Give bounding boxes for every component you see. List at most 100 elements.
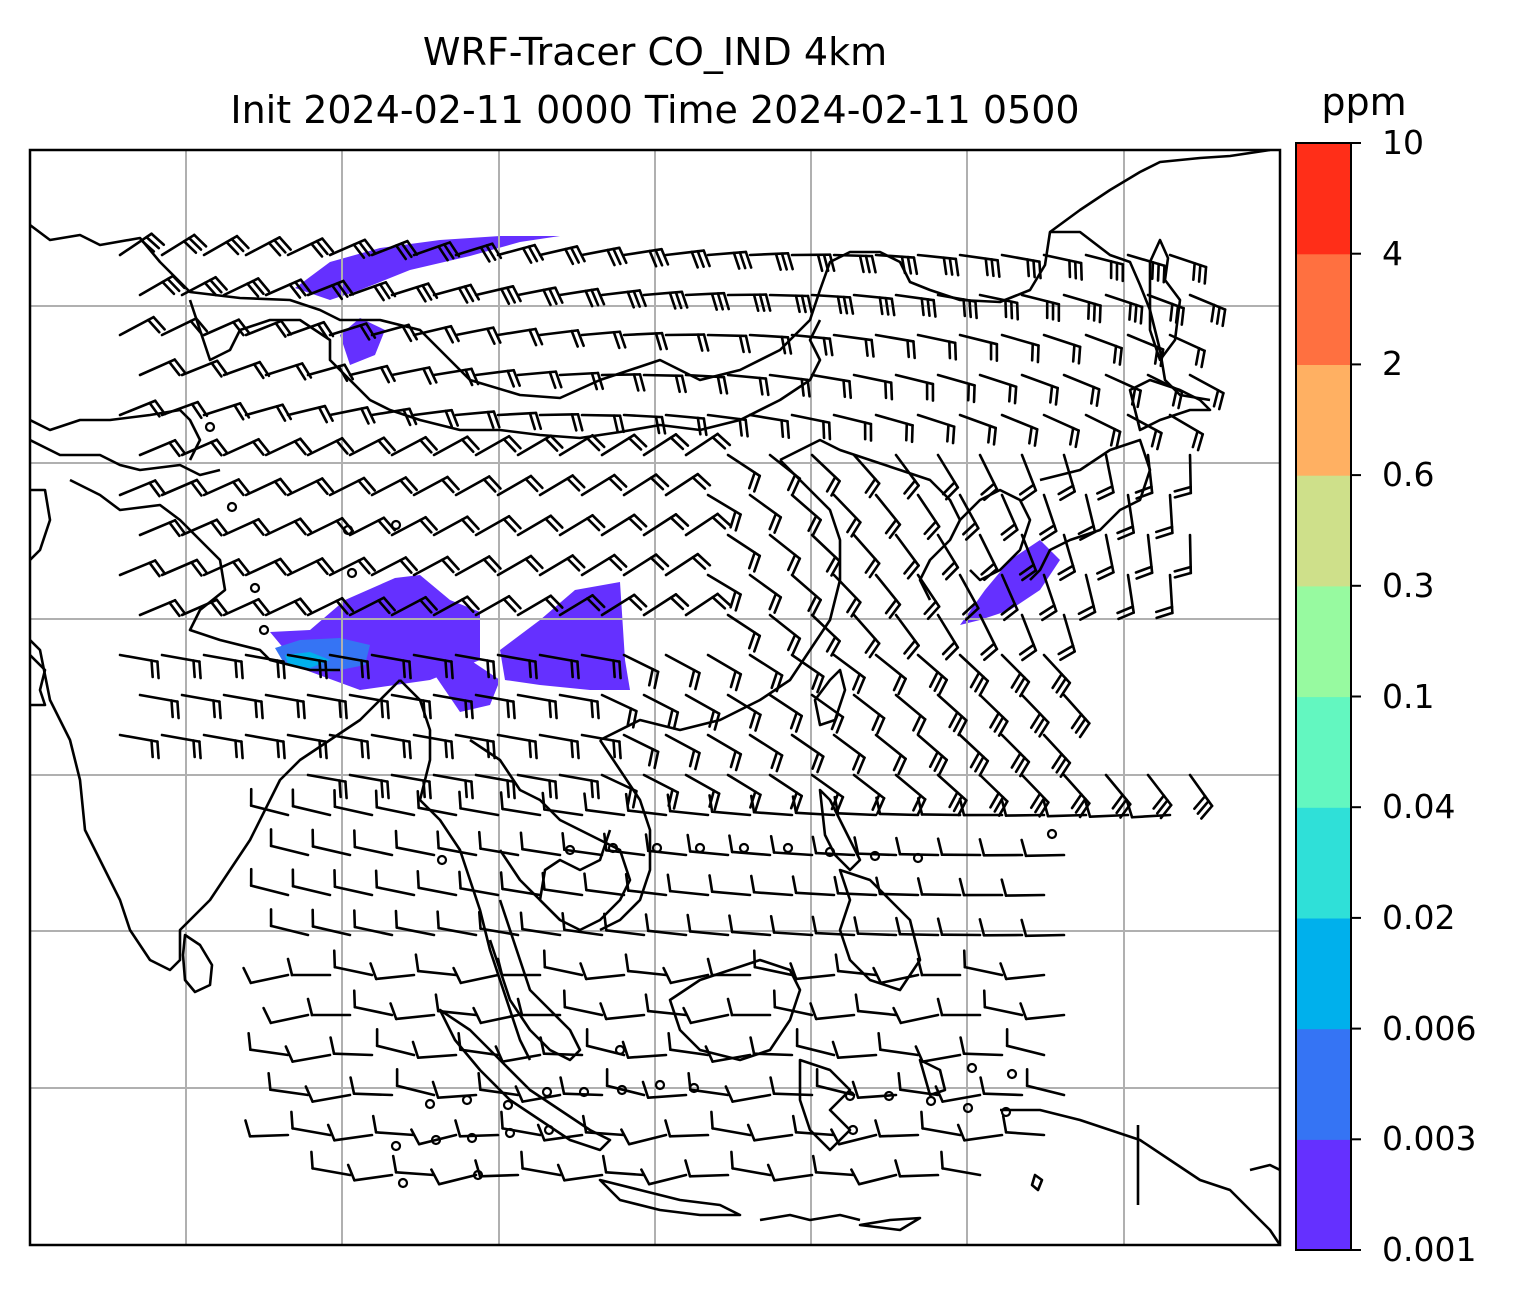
coastline-russia-pacific xyxy=(1049,150,1271,234)
wind-barb xyxy=(286,733,328,760)
wind-barb xyxy=(1000,878,1046,897)
wind-barb xyxy=(580,553,628,577)
wind-barb xyxy=(1173,533,1193,579)
wind-barb xyxy=(682,1006,730,1025)
wind-barb xyxy=(686,833,730,857)
wind-barb xyxy=(790,653,825,694)
wind-barb xyxy=(726,613,762,653)
colorbar-segment xyxy=(1296,917,1351,1030)
wind-barb xyxy=(768,453,802,495)
wind-barb xyxy=(1096,533,1115,581)
wind-barb xyxy=(875,876,920,897)
wind-barb xyxy=(766,1163,814,1182)
calm-wind-marker xyxy=(397,1177,409,1189)
wind-barb xyxy=(118,733,160,760)
wind-barb xyxy=(622,247,670,268)
wind-barb xyxy=(514,1085,562,1103)
wind-barb xyxy=(474,773,516,800)
wind-barb xyxy=(558,287,606,308)
wind-barb xyxy=(580,733,622,760)
wind-barb xyxy=(852,533,881,579)
wind-barb xyxy=(916,653,949,696)
wind-barb xyxy=(138,598,187,618)
wind-barb xyxy=(412,475,460,497)
coastline-halmahera xyxy=(918,1058,947,1097)
wind-barb xyxy=(160,233,208,257)
wind-barb xyxy=(664,249,711,269)
wind-barb xyxy=(306,997,352,1017)
coastline-sakhalin xyxy=(1148,238,1182,362)
wind-barb xyxy=(286,404,334,424)
wind-barb xyxy=(374,869,416,897)
wind-barb xyxy=(160,733,202,760)
colorbar-segment xyxy=(1296,475,1351,587)
wind-barb xyxy=(772,989,814,1017)
wind-barb xyxy=(810,453,841,497)
wind-barb xyxy=(684,512,732,537)
wind-barb xyxy=(561,832,604,857)
wind-barb xyxy=(749,874,794,897)
wind-barb xyxy=(306,363,355,383)
wind-barb xyxy=(496,733,538,760)
wind-barb xyxy=(936,917,982,937)
wind-barb xyxy=(874,573,902,620)
coastline-china-south xyxy=(599,459,842,742)
wind-barb xyxy=(749,794,794,817)
wind-barb xyxy=(1146,373,1184,410)
wind-barb xyxy=(748,493,783,534)
wind-barb xyxy=(457,1032,500,1057)
calm-wind-marker xyxy=(1006,1068,1018,1080)
wind-barb xyxy=(854,993,898,1017)
wind-barb xyxy=(585,1028,626,1057)
wind-barb xyxy=(936,693,968,737)
colorbar-segment xyxy=(1296,1028,1351,1140)
calm-wind-marker xyxy=(390,1140,402,1152)
colorbar-tick-label: 0.02 xyxy=(1382,897,1456,937)
wind-barb xyxy=(333,868,374,897)
coastline-east-edge xyxy=(1249,1163,1280,1172)
wind-barb xyxy=(894,613,920,660)
wind-barb xyxy=(642,373,687,394)
wind-barb xyxy=(600,373,646,392)
wind-barb xyxy=(600,693,638,729)
wind-barb xyxy=(580,473,628,497)
tracer-plume-north xyxy=(295,236,560,300)
wind-barb xyxy=(936,533,960,581)
wind-barb xyxy=(118,399,167,418)
wind-barb xyxy=(558,594,606,617)
wind-barb xyxy=(1146,293,1185,326)
wind-barb xyxy=(370,323,419,343)
wind-barb xyxy=(416,870,458,897)
wind-barb xyxy=(978,293,1020,321)
wind-barb xyxy=(160,653,202,680)
wind-barb xyxy=(286,957,332,977)
wind-barb xyxy=(667,1032,710,1057)
wind-barb xyxy=(706,653,743,692)
wind-barb xyxy=(958,733,990,777)
wind-barb xyxy=(430,1168,478,1186)
wind-barb xyxy=(458,790,500,817)
wind-barb xyxy=(730,1150,772,1177)
wind-barb xyxy=(916,333,958,361)
wind-barb xyxy=(790,493,822,536)
wind-barb xyxy=(434,993,478,1017)
wind-barb xyxy=(558,514,606,537)
wind-barb xyxy=(222,277,271,298)
wind-barb xyxy=(370,556,418,577)
wind-barb xyxy=(936,453,960,501)
wind-barb xyxy=(244,733,286,760)
wind-barb xyxy=(624,792,668,817)
wind-barb xyxy=(934,1085,982,1103)
wind-barb xyxy=(768,373,811,398)
calm-wind-marker xyxy=(1000,1106,1012,1118)
wind-barb xyxy=(790,413,832,441)
calm-wind-marker xyxy=(258,624,270,636)
wind-barb xyxy=(538,245,586,266)
wind-barb xyxy=(496,653,538,680)
wind-barb xyxy=(746,1123,794,1142)
wind-barb xyxy=(1116,493,1136,541)
wind-barb xyxy=(412,408,459,428)
wind-barb xyxy=(1168,253,1208,285)
coastline-japan-hokkaido xyxy=(1128,378,1212,432)
